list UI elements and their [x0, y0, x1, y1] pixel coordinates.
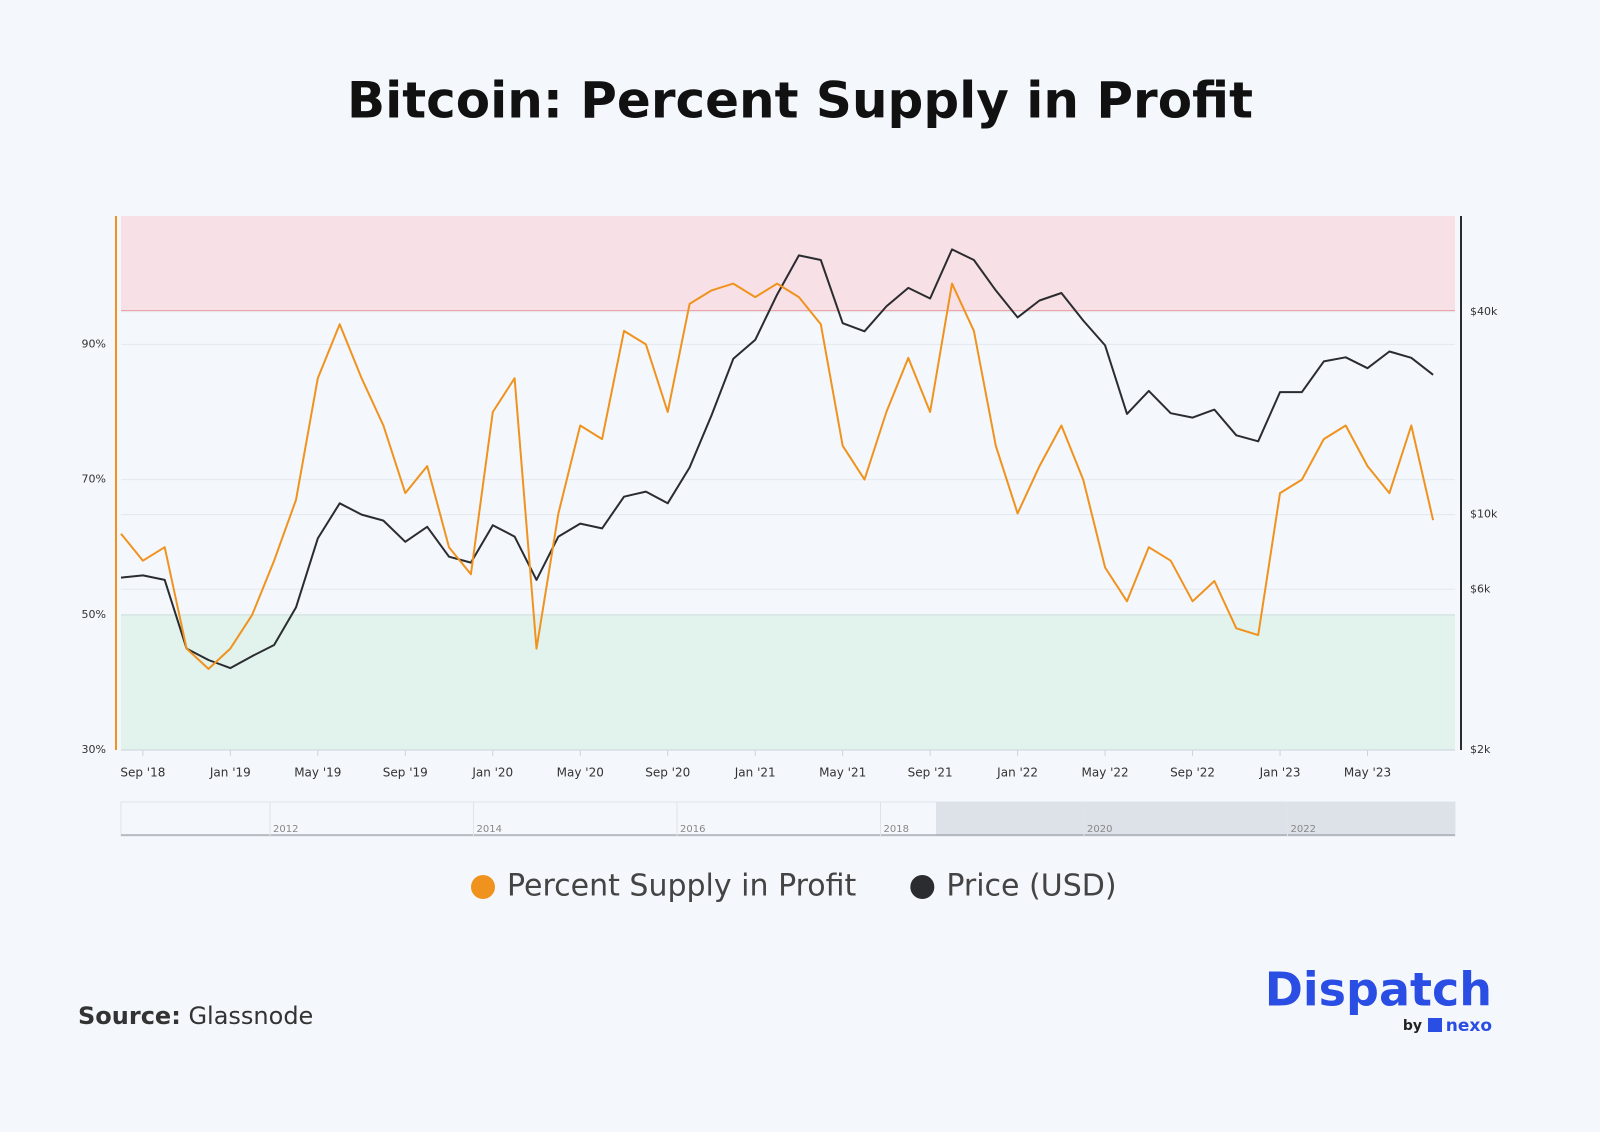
source: Source: Glassnode [78, 1002, 313, 1030]
navigator-label: 2014 [477, 824, 502, 835]
x-tick-label: Sep '21 [908, 766, 953, 780]
x-tick-label: Sep '19 [383, 766, 428, 780]
source-label: Source: [78, 1002, 181, 1030]
y-tick-label: 70% [82, 473, 106, 486]
brand-partner: nexo [1446, 1016, 1492, 1036]
brand-by: by [1403, 1018, 1422, 1034]
zone [121, 216, 1455, 311]
x-tick-label: Jan '21 [734, 766, 776, 780]
legend-swatch [471, 875, 495, 899]
partner-icon [1428, 1018, 1442, 1032]
source-text: Glassnode [188, 1002, 313, 1030]
navigator-label: 2016 [680, 824, 705, 835]
x-tick-label: May '23 [1344, 766, 1391, 780]
navigator-selection [936, 802, 1455, 836]
navigator-label: 2018 [884, 824, 909, 835]
x-tick-label: Sep '22 [1170, 766, 1215, 780]
brand-name: Dispatch [1265, 963, 1492, 1017]
navigator-label: 2012 [273, 824, 298, 835]
x-tick-label: May '20 [557, 766, 604, 780]
y2-tick-label: $6k [1470, 582, 1491, 595]
zone [121, 614, 1455, 750]
x-tick-label: May '19 [294, 766, 341, 780]
x-tick-label: Jan '23 [1259, 766, 1301, 780]
chart-title: Bitcoin: Percent Supply in Profit [347, 72, 1253, 130]
navigator-label: 2020 [1087, 824, 1112, 835]
x-tick-label: Jan '22 [996, 766, 1038, 780]
series-line [120, 248, 1434, 670]
y-tick-label: 30% [82, 743, 106, 756]
navigator-label: 2022 [1291, 824, 1316, 835]
y2-tick-label: $40k [1470, 305, 1498, 318]
y-tick-label: 90% [82, 337, 106, 350]
series-line [120, 282, 1435, 670]
legend-swatch [910, 875, 935, 899]
x-tick-label: Sep '20 [645, 766, 690, 780]
x-tick-label: May '22 [1081, 766, 1128, 780]
y2-tick-label: $2k [1470, 743, 1491, 756]
legend-label: Price (USD) [946, 869, 1116, 904]
x-tick-label: Jan '19 [209, 766, 251, 780]
legend-label: Percent Supply in Profit [507, 869, 857, 904]
x-tick-label: Sep '18 [120, 766, 165, 780]
x-tick-label: Jan '20 [471, 766, 513, 780]
x-tick-label: May '21 [819, 766, 866, 780]
y-tick-label: 50% [82, 608, 106, 621]
y2-tick-label: $10k [1470, 508, 1498, 521]
